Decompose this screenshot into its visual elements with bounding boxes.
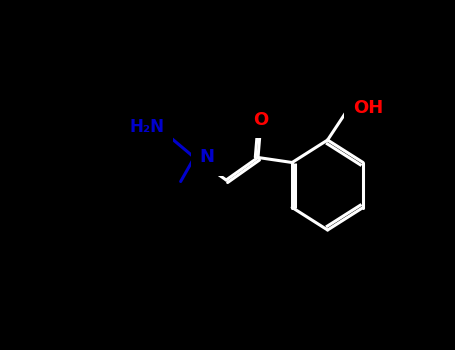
Text: N: N bbox=[200, 148, 215, 167]
Text: H₂N: H₂N bbox=[130, 119, 165, 136]
Text: OH: OH bbox=[353, 98, 383, 117]
Text: O: O bbox=[253, 111, 268, 129]
